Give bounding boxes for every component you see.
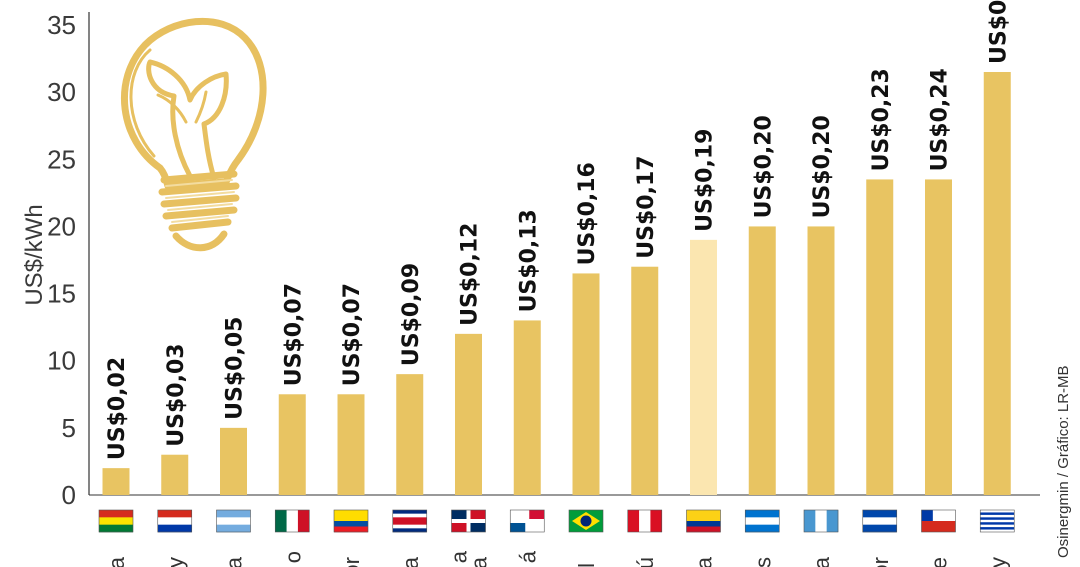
y-tick-label: 5: [62, 413, 76, 443]
data-label: US$0,23: [869, 68, 894, 171]
data-label: US$0: [986, 0, 1011, 64]
data-label: US$0,17: [634, 155, 659, 258]
x-tick-label: rú: [633, 557, 658, 567]
guatemala-flag-icon: [803, 509, 839, 533]
costa-rica-flag-icon: [392, 509, 428, 533]
x-tick-label: or: [339, 557, 364, 567]
bolivia-flag-icon: [98, 509, 134, 533]
y-tick-label: 25: [47, 144, 76, 174]
y-tick-label: 35: [47, 10, 76, 40]
argentina-flag-icon: [216, 509, 251, 533]
data-label: US$0,07: [340, 283, 365, 386]
x-tick-label: á: [515, 550, 540, 563]
bar: [807, 226, 835, 495]
bar: [513, 320, 541, 495]
x-tick-label: ia: [692, 556, 717, 567]
bar: [455, 333, 482, 495]
x-tick-label: na: [222, 556, 247, 567]
x-tick-label: or: [868, 557, 893, 567]
bar: [161, 454, 189, 495]
bar: [220, 427, 247, 495]
peru-flag-icon: [627, 509, 663, 533]
bar: [337, 394, 365, 495]
x-tick-label: as: [750, 557, 775, 567]
data-label: US$0,24: [928, 68, 953, 171]
honduras-flag-icon: [744, 509, 780, 533]
data-label: US$0,07: [281, 283, 306, 386]
x-tick-label: ca: [398, 556, 423, 567]
bar: [631, 266, 659, 495]
data-label: US$0,19: [693, 129, 718, 232]
bar: [866, 179, 894, 495]
y-tick-label: 10: [47, 346, 76, 376]
bar: [102, 468, 130, 495]
data-label: US$0,16: [575, 162, 600, 265]
dominican-republic-flag-icon: [451, 509, 486, 533]
x-tick-label: o: [280, 551, 305, 563]
bar: [690, 239, 717, 495]
y-tick-label: 20: [47, 211, 76, 241]
x-tick-label: la: [809, 556, 834, 567]
x-tick-label: ia: [104, 556, 129, 567]
panama-flag-icon: [509, 509, 545, 533]
colombia-flag-icon: [686, 509, 721, 533]
y-tick-label: 0: [62, 480, 76, 510]
y-tick-label: 30: [47, 77, 76, 107]
uruguay-flag-icon: [979, 509, 1015, 533]
y-tick-label: 15: [47, 279, 76, 309]
bar: [925, 179, 952, 495]
ecuador-flag-icon: [333, 509, 369, 533]
bar: [572, 273, 600, 495]
x-tick-label: a: [447, 550, 472, 563]
data-label: US$0,20: [751, 115, 776, 218]
lightbulb-with-leaves-icon: [121, 17, 267, 252]
el-salvador-flag-icon: [862, 509, 898, 533]
data-label: US$0,09: [399, 263, 424, 366]
bar: [748, 226, 776, 495]
x-tick-label: le: [927, 557, 952, 567]
x-tick-label: na: [467, 556, 492, 567]
data-label: US$0,03: [164, 343, 189, 446]
data-label: US$0,05: [223, 317, 248, 420]
paraguay-flag-icon: [157, 509, 193, 533]
x-tick-label: ay: [163, 557, 188, 567]
data-label: US$0,20: [810, 115, 835, 218]
data-label: US$0,12: [458, 223, 483, 326]
data-label: US$0,13: [516, 209, 541, 312]
mexico-flag-icon: [274, 509, 310, 533]
y-axis-label: US$/kWh: [21, 204, 48, 305]
chile-flag-icon: [921, 509, 956, 533]
bar: [278, 394, 306, 495]
brazil-flag-icon: [568, 509, 604, 533]
bar: [983, 72, 1011, 495]
bar: [396, 374, 424, 495]
x-tick-label: ay: [985, 557, 1010, 567]
data-label: US$0,02: [105, 357, 130, 460]
x-tick-label: sil: [574, 563, 599, 567]
credit-text: Osinergmin / Gráfico: LR-MB: [1055, 365, 1072, 558]
